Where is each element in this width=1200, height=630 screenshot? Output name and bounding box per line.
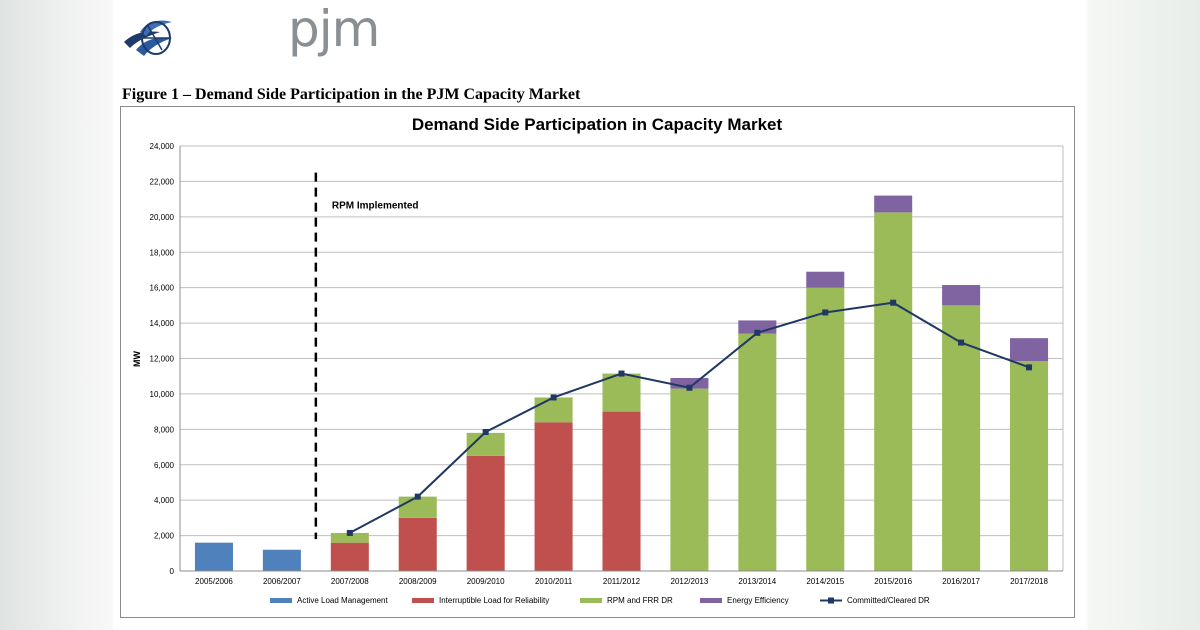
bar-segment bbox=[466, 432, 505, 456]
line-marker bbox=[618, 370, 625, 377]
chart-frame bbox=[120, 106, 1075, 618]
x-tick-label: 2006/2007 bbox=[263, 577, 301, 586]
y-tick-label: 8,000 bbox=[154, 425, 175, 434]
annotation-text: RPM Implemented bbox=[332, 200, 419, 211]
y-tick-label: 0 bbox=[170, 567, 175, 576]
legend-swatch bbox=[700, 598, 722, 603]
y-tick-label: 6,000 bbox=[154, 461, 175, 470]
line-marker bbox=[346, 529, 353, 536]
line-marker bbox=[890, 299, 897, 306]
x-tick-label: 2014/2015 bbox=[806, 577, 844, 586]
x-tick-label: 2008/2009 bbox=[399, 577, 437, 586]
bar-segment bbox=[942, 285, 981, 306]
x-tick-label: 2012/2013 bbox=[671, 577, 709, 586]
bar-segment bbox=[874, 212, 913, 571]
legend-label: RPM and FRR DR bbox=[607, 596, 673, 605]
line-marker bbox=[550, 394, 557, 401]
y-tick-label: 22,000 bbox=[150, 177, 175, 186]
figure-caption: Figure 1 – Demand Side Participation in … bbox=[122, 86, 581, 103]
bar-segment bbox=[194, 542, 233, 571]
line-marker bbox=[1026, 364, 1033, 371]
y-tick-label: 12,000 bbox=[150, 355, 175, 364]
line-marker bbox=[822, 309, 829, 316]
x-tick-label: 2009/2010 bbox=[467, 577, 505, 586]
bar-segment bbox=[806, 271, 845, 288]
bar-segment bbox=[398, 496, 437, 518]
line-marker bbox=[482, 428, 489, 435]
x-tick-label: 2005/2006 bbox=[195, 577, 233, 586]
y-tick-label: 14,000 bbox=[150, 319, 175, 328]
legend-swatch bbox=[270, 598, 292, 603]
x-tick-label: 2016/2017 bbox=[942, 577, 980, 586]
y-axis-label: MW bbox=[132, 351, 142, 367]
line-marker bbox=[958, 339, 965, 346]
bar-segment bbox=[1010, 361, 1049, 571]
bar-segment bbox=[466, 455, 505, 571]
bar-segment bbox=[874, 195, 913, 213]
legend-label: Active Load Management bbox=[297, 596, 389, 605]
y-tick-label: 16,000 bbox=[150, 284, 175, 293]
line-marker bbox=[414, 493, 421, 500]
bar-segment bbox=[602, 373, 641, 412]
bar-segment bbox=[534, 422, 573, 571]
y-tick-label: 10,000 bbox=[150, 390, 175, 399]
x-tick-label: 2010/2011 bbox=[535, 577, 573, 586]
bar-segment bbox=[738, 333, 777, 571]
bar-segment bbox=[806, 287, 845, 571]
legend-swatch-marker bbox=[828, 597, 834, 604]
legend-label: Committed/Cleared DR bbox=[847, 596, 930, 605]
legend-swatch bbox=[580, 598, 602, 603]
bar-segment bbox=[330, 532, 369, 543]
bar-segment bbox=[398, 517, 437, 571]
legend-swatch bbox=[412, 598, 434, 603]
bar-segment bbox=[330, 542, 369, 571]
y-tick-label: 2,000 bbox=[154, 532, 175, 541]
y-tick-label: 4,000 bbox=[154, 496, 175, 505]
x-tick-label: 2011/2012 bbox=[603, 577, 641, 586]
y-tick-label: 24,000 bbox=[150, 142, 175, 151]
line-marker bbox=[686, 384, 693, 391]
pjm-logo: pjm bbox=[118, 0, 380, 64]
y-tick-label: 18,000 bbox=[150, 248, 175, 257]
globe-icon bbox=[124, 20, 172, 56]
x-tick-label: 2013/2014 bbox=[738, 577, 776, 586]
chart-title: Demand Side Participation in Capacity Ma… bbox=[412, 115, 783, 134]
legend-label: Energy Efficiency bbox=[727, 596, 789, 605]
logo-wordmark: pjm bbox=[288, 0, 380, 58]
x-tick-label: 2017/2018 bbox=[1010, 577, 1048, 586]
bar-segment bbox=[602, 411, 641, 571]
y-tick-label: 20,000 bbox=[150, 213, 175, 222]
bar-segment bbox=[1010, 338, 1049, 362]
bar-segment bbox=[670, 377, 709, 389]
x-tick-label: 2015/2016 bbox=[874, 577, 912, 586]
bar-segment bbox=[942, 305, 981, 571]
bar-segment bbox=[670, 388, 709, 571]
demand-side-chart: Demand Side Participation in Capacity Ma… bbox=[132, 115, 1064, 605]
legend-label: Interruptible Load for Reliability bbox=[439, 596, 549, 605]
line-marker bbox=[754, 329, 761, 336]
bar-segment bbox=[534, 397, 573, 423]
bar-segment bbox=[262, 549, 301, 571]
x-tick-label: 2007/2008 bbox=[331, 577, 369, 586]
